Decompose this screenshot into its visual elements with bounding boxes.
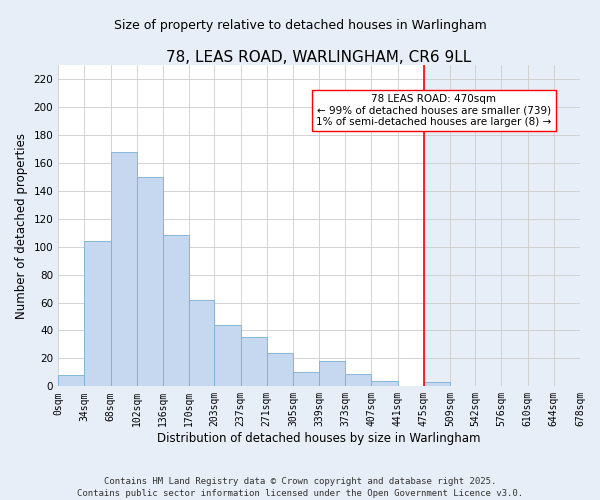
Text: Contains HM Land Registry data © Crown copyright and database right 2025.
Contai: Contains HM Land Registry data © Crown c… xyxy=(77,476,523,498)
Bar xyxy=(345,374,371,386)
Bar xyxy=(293,372,319,386)
Bar xyxy=(189,300,214,386)
Bar xyxy=(85,241,110,386)
Bar xyxy=(424,382,450,386)
Bar xyxy=(319,361,345,386)
Bar xyxy=(241,338,267,386)
Text: Size of property relative to detached houses in Warlingham: Size of property relative to detached ho… xyxy=(113,20,487,32)
Bar xyxy=(424,65,580,386)
X-axis label: Distribution of detached houses by size in Warlingham: Distribution of detached houses by size … xyxy=(157,432,481,445)
Bar xyxy=(58,375,85,386)
Bar xyxy=(163,236,189,386)
Bar xyxy=(58,65,424,386)
Text: 78 LEAS ROAD: 470sqm
← 99% of detached houses are smaller (739)
1% of semi-detac: 78 LEAS ROAD: 470sqm ← 99% of detached h… xyxy=(316,94,551,127)
Bar xyxy=(371,380,398,386)
Bar xyxy=(267,353,293,386)
Bar xyxy=(137,177,163,386)
Title: 78, LEAS ROAD, WARLINGHAM, CR6 9LL: 78, LEAS ROAD, WARLINGHAM, CR6 9LL xyxy=(166,50,472,65)
Y-axis label: Number of detached properties: Number of detached properties xyxy=(15,132,28,318)
Bar xyxy=(214,325,241,386)
Bar xyxy=(110,152,137,386)
